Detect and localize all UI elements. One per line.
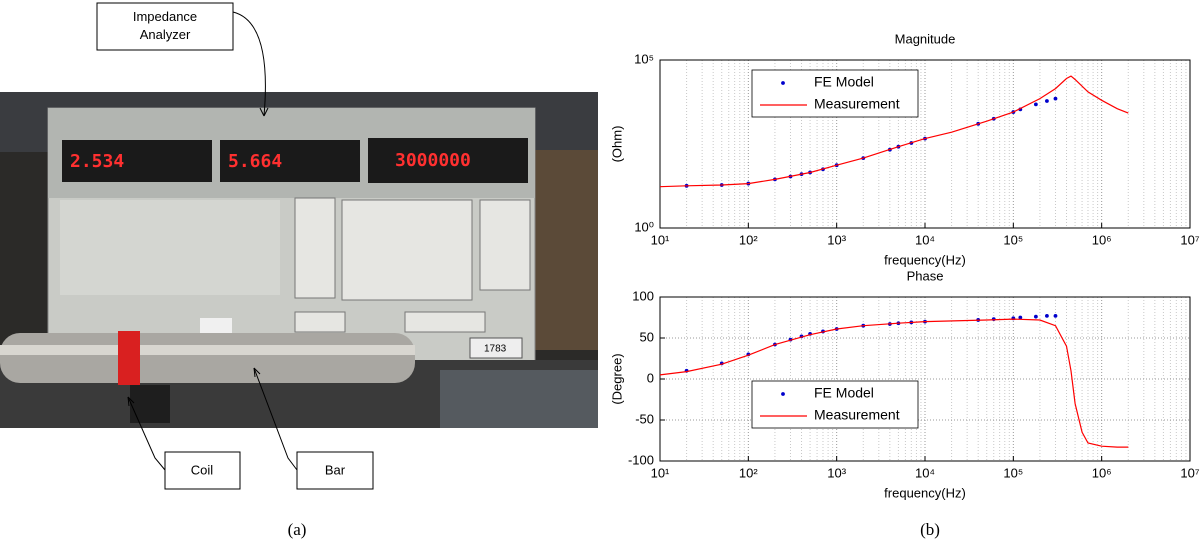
x-tick-label: 10⁷ xyxy=(1180,232,1199,247)
plot-frame xyxy=(659,296,1191,462)
chart-title: Phase xyxy=(907,268,944,283)
display-c: 3000000 xyxy=(395,150,471,171)
x-tick-label: 10³ xyxy=(827,232,846,247)
x-tick-label: 10² xyxy=(739,465,758,480)
y-tick-label: -50 xyxy=(635,411,654,426)
panel-label: (b) xyxy=(920,520,940,539)
x-tick-label: 10⁶ xyxy=(1092,232,1112,247)
callout-box xyxy=(96,2,234,51)
chart: 10¹ 10² 10³ 10⁴ 10⁵ 10⁶ 10⁷ -100 -50 0 50 100 Phase f… xyxy=(609,268,1199,500)
legend-label: Measurement xyxy=(814,407,900,423)
legend-swatch xyxy=(781,392,785,396)
x-tick-label: 10² xyxy=(739,232,758,247)
callout-label: Coil xyxy=(191,462,214,477)
chart: 10¹ 10² 10³ 10⁴ 10⁵ 10⁶ 10⁷ 10⁰ 10⁵ Magnitude freq… xyxy=(609,31,1199,267)
x-tick-label: 10⁷ xyxy=(1180,465,1199,480)
callout-label: Impedance Analyzer xyxy=(133,9,197,42)
chart-title: Magnitude xyxy=(895,31,956,46)
panel-label: (a) xyxy=(288,520,307,539)
x-tick-label: 10³ xyxy=(827,465,846,480)
photo: 2.534 5.664 3000000 1783 xyxy=(0,92,598,428)
callout-box xyxy=(164,451,241,490)
x-tick-label: 10⁵ xyxy=(1003,465,1023,480)
marker xyxy=(1045,99,1049,103)
plot-frame xyxy=(659,59,1191,229)
legend-label: FE Model xyxy=(814,74,874,90)
legend-box xyxy=(751,69,919,118)
x-axis-label: frequency(Hz) xyxy=(884,485,966,500)
y-axis-label: (Degree) xyxy=(609,353,624,404)
x-tick-label: 10⁴ xyxy=(915,465,935,480)
legend-box xyxy=(751,380,919,429)
x-tick-label: 10⁴ xyxy=(915,232,935,247)
x-axis-label: frequency(Hz) xyxy=(884,252,966,267)
marker xyxy=(1018,315,1023,320)
y-tick-label: 10⁵ xyxy=(634,51,654,66)
y-tick-label: 10⁰ xyxy=(634,219,654,234)
legend: FE Model Measurement xyxy=(751,380,919,429)
marker xyxy=(1053,96,1058,101)
x-tick-label: 10⁵ xyxy=(1003,232,1023,247)
legend-label: FE Model xyxy=(814,385,874,401)
y-axis-label: (Ohm) xyxy=(609,126,624,163)
legend: FE Model Measurement xyxy=(751,69,919,118)
marker xyxy=(1053,313,1058,318)
y-tick-label: -100 xyxy=(628,452,654,467)
x-tick-label: 10¹ xyxy=(651,465,670,480)
legend-swatch xyxy=(781,81,785,85)
y-tick-label: 0 xyxy=(647,370,654,385)
callout-label: Bar xyxy=(325,462,346,477)
y-tick-label: 100 xyxy=(632,288,654,303)
display-b: 5.664 xyxy=(228,151,282,172)
x-tick-label: 10⁶ xyxy=(1092,465,1112,480)
y-tick-label: 50 xyxy=(640,329,654,344)
display-a: 2.534 xyxy=(70,151,124,172)
legend-label: Measurement xyxy=(814,96,900,112)
marker xyxy=(1045,313,1049,318)
line xyxy=(659,75,1129,188)
callout-arrows xyxy=(127,11,298,471)
line xyxy=(659,318,1129,448)
marker xyxy=(1033,314,1038,319)
x-tick-label: 10¹ xyxy=(651,232,670,247)
tag: 1783 xyxy=(484,344,507,355)
callout-box xyxy=(296,451,374,490)
marker xyxy=(1033,102,1038,107)
